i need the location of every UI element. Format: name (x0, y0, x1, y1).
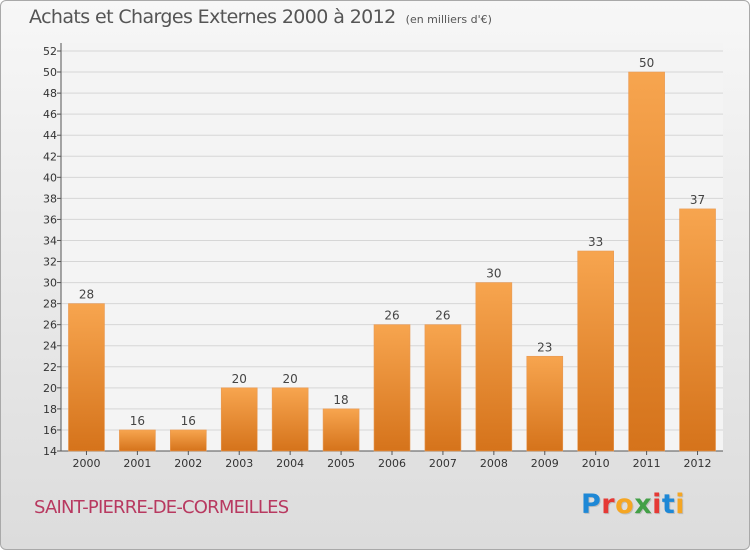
bar (322, 408, 360, 452)
x-tick-label: 2001 (123, 457, 151, 470)
bar (220, 387, 258, 452)
y-tick-label: 22 (43, 361, 57, 374)
chart-unit-note: (en milliers d'€) (405, 13, 492, 26)
x-tick-label: 2008 (480, 457, 508, 470)
data-label: 26 (435, 309, 450, 323)
logo-letter: t (661, 489, 676, 520)
bar (577, 250, 614, 452)
data-label: 37 (690, 193, 705, 207)
logo-letter: o (615, 489, 635, 520)
x-tick-label: 2006 (378, 457, 406, 470)
data-label: 33 (588, 235, 603, 249)
bar (373, 324, 411, 452)
bar (424, 324, 462, 452)
data-label: 18 (333, 393, 348, 407)
x-tick-label: 2002 (174, 457, 202, 470)
y-tick-label: 50 (43, 66, 57, 79)
logo-letter: i (652, 489, 662, 520)
bar (475, 282, 513, 452)
data-label: 50 (639, 56, 654, 70)
y-tick-label: 18 (43, 403, 57, 416)
y-tick-label: 20 (43, 382, 57, 395)
x-tick-label: 2009 (531, 457, 559, 470)
bar (628, 71, 665, 452)
y-tick-label: 26 (43, 319, 57, 332)
x-tick-label: 2004 (276, 457, 304, 470)
bar (170, 429, 207, 452)
data-label: 30 (486, 267, 501, 281)
y-tick-label: 32 (43, 256, 57, 269)
y-tick-label: 38 (43, 192, 57, 205)
y-tick-label: 24 (43, 340, 57, 353)
y-tick-label: 42 (43, 150, 57, 163)
bar (271, 387, 309, 452)
x-tick-label: 2007 (429, 457, 457, 470)
data-label: 26 (384, 309, 399, 323)
y-tick-label: 40 (43, 171, 57, 184)
y-tick-label: 30 (43, 277, 57, 290)
bar (68, 303, 105, 452)
logo-letter: r (601, 489, 616, 520)
data-label: 16 (130, 414, 145, 428)
commune-name: SAINT-PIERRE-DE-CORMEILLES (34, 497, 289, 518)
logo-letter: P (581, 489, 602, 520)
bar (679, 208, 716, 452)
x-tick-label: 2003 (225, 457, 253, 470)
x-tick-label: 2011 (633, 457, 661, 470)
x-tick-label: 2005 (327, 457, 355, 470)
y-tick-label: 14 (43, 445, 57, 458)
bar (526, 355, 564, 452)
chart-title: Achats et Charges Externes 2000 à 2012 (29, 6, 396, 28)
logo-letter: x (634, 489, 653, 520)
data-label: 16 (181, 414, 196, 428)
y-tick-label: 36 (43, 213, 57, 226)
y-tick-label: 52 (43, 45, 57, 58)
y-tick-label: 28 (43, 298, 57, 311)
y-tick-label: 44 (43, 129, 57, 142)
y-tick-label: 46 (43, 108, 57, 121)
chart-title-block: Achats et Charges Externes 2000 à 2012 (e… (29, 6, 492, 28)
y-tick-label: 48 (43, 87, 57, 100)
bar (119, 429, 156, 452)
y-tick-label: 16 (43, 424, 57, 437)
x-tick-label: 2012 (684, 457, 712, 470)
x-tick-label: 2000 (72, 457, 100, 470)
proxiti-logo: Proxiti (581, 489, 685, 520)
data-label: 20 (283, 372, 298, 386)
data-label: 28 (79, 288, 94, 302)
y-tick-label: 34 (43, 234, 57, 247)
x-tick-label: 2010 (582, 457, 610, 470)
data-label: 20 (232, 372, 247, 386)
data-label: 23 (537, 340, 552, 354)
logo-letter: i (675, 489, 686, 520)
